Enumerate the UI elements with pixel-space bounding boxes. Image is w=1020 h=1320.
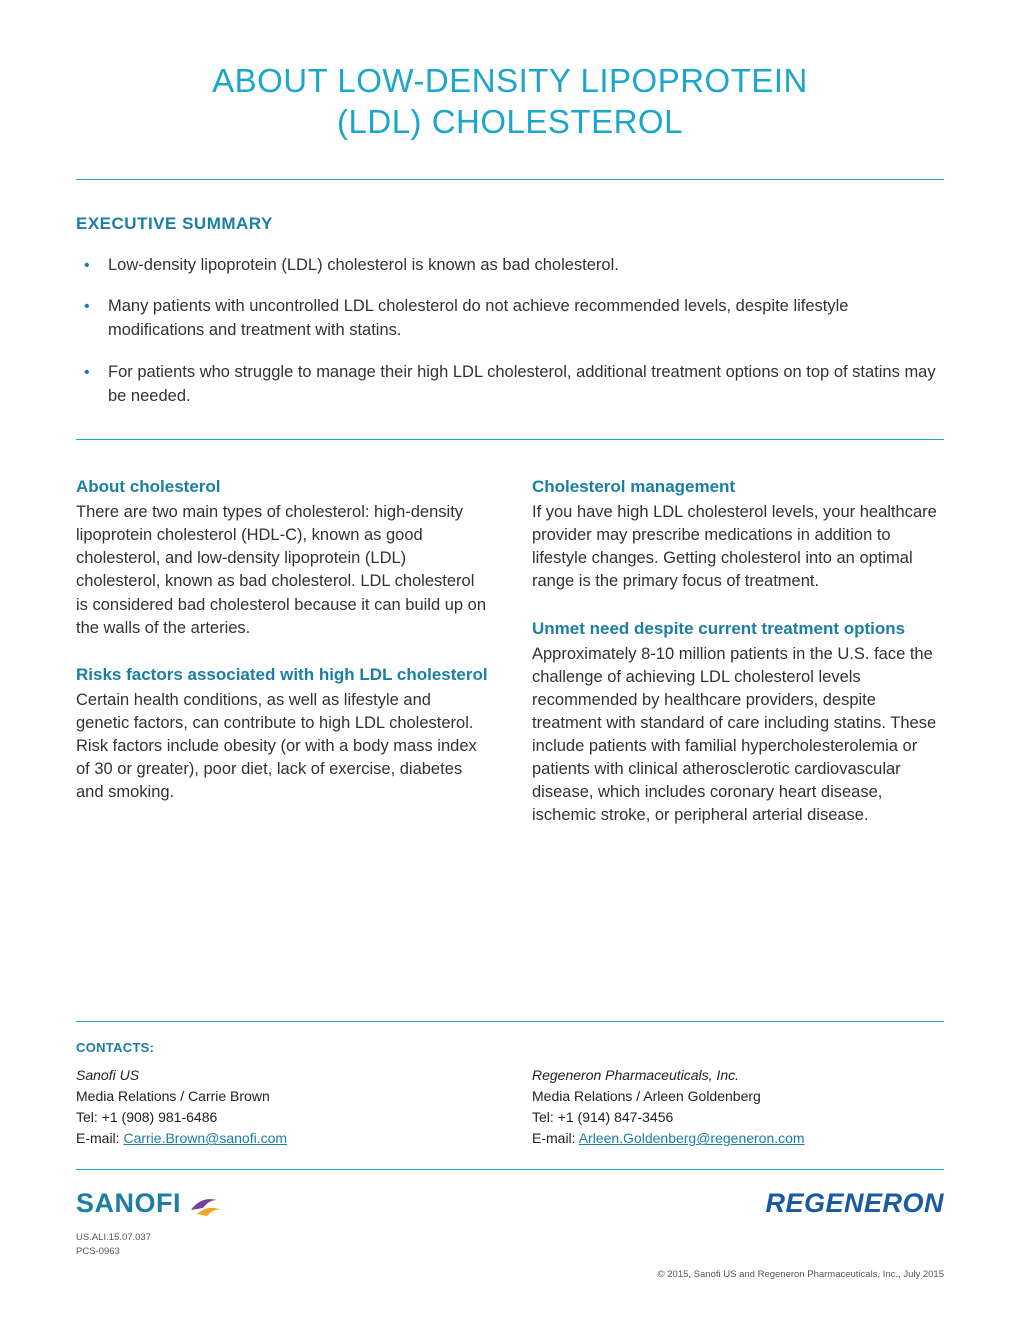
copyright-notice: © 2015, Sanofi US and Regeneron Pharmace… xyxy=(658,1269,944,1280)
contact-sanofi: Sanofi US Media Relations / Carrie Brown… xyxy=(76,1065,488,1149)
section-body: There are two main types of cholesterol:… xyxy=(76,501,488,640)
divider xyxy=(76,1169,944,1170)
contact-tel: Tel: +1 (914) 847-3456 xyxy=(532,1107,944,1128)
list-item: Many patients with uncontrolled LDL chol… xyxy=(76,295,944,343)
footer-logos: SANOFI REGENERON xyxy=(76,1188,944,1219)
contact-regeneron: Regeneron Pharmaceuticals, Inc. Media Re… xyxy=(532,1065,944,1149)
section-body: Approximately 8-10 million patients in t… xyxy=(532,643,944,828)
contact-email-row: E-mail: Carrie.Brown@sanofi.com xyxy=(76,1128,488,1149)
executive-summary-list: Low-density lipoprotein (LDL) cholestero… xyxy=(76,254,944,410)
sanofi-logo: SANOFI xyxy=(76,1188,223,1219)
divider xyxy=(76,179,944,180)
contact-org: Sanofi US xyxy=(76,1065,488,1086)
section-heading: About cholesterol xyxy=(76,476,488,498)
contact-email-link[interactable]: Carrie.Brown@sanofi.com xyxy=(123,1130,287,1146)
contact-org: Regeneron Pharmaceuticals, Inc. xyxy=(532,1065,944,1086)
list-item: For patients who struggle to manage thei… xyxy=(76,361,944,409)
title-line-2: (LDL) CHOLESTEROL xyxy=(337,103,683,140)
regeneron-logo: REGENERON xyxy=(765,1188,944,1219)
section-heading: Risks factors associated with high LDL c… xyxy=(76,664,488,686)
left-column: About cholesterol There are two main typ… xyxy=(76,476,488,851)
document-codes: US.ALI.15.07.037 PCS-0963 xyxy=(76,1231,944,1258)
title-line-1: ABOUT LOW-DENSITY LIPOPROTEIN xyxy=(212,62,808,99)
doc-code-2: PCS-0963 xyxy=(76,1245,944,1258)
contact-dept: Media Relations / Arleen Goldenberg xyxy=(532,1086,944,1107)
right-column: Cholesterol management If you have high … xyxy=(532,476,944,851)
list-item: Low-density lipoprotein (LDL) cholestero… xyxy=(76,254,944,278)
contact-dept: Media Relations / Carrie Brown xyxy=(76,1086,488,1107)
divider xyxy=(76,439,944,440)
sanofi-swoosh-icon xyxy=(189,1190,223,1218)
contact-email-link[interactable]: Arleen.Goldenberg@regeneron.com xyxy=(579,1130,805,1146)
contact-email-row: E-mail: Arleen.Goldenberg@regeneron.com xyxy=(532,1128,944,1149)
doc-code-1: US.ALI.15.07.037 xyxy=(76,1231,944,1244)
section-body: Certain health conditions, as well as li… xyxy=(76,689,488,804)
page-title: ABOUT LOW-DENSITY LIPOPROTEIN (LDL) CHOL… xyxy=(76,60,944,143)
section-body: If you have high LDL cholesterol levels,… xyxy=(532,501,944,593)
section-heading: Unmet need despite current treatment opt… xyxy=(532,618,944,640)
contact-tel: Tel: +1 (908) 981-6486 xyxy=(76,1107,488,1128)
sanofi-wordmark: SANOFI xyxy=(76,1188,181,1219)
section-heading: Cholesterol management xyxy=(532,476,944,498)
divider xyxy=(76,1021,944,1022)
executive-summary-heading: EXECUTIVE SUMMARY xyxy=(76,214,944,234)
content-columns: About cholesterol There are two main typ… xyxy=(76,476,944,851)
contacts-row: Sanofi US Media Relations / Carrie Brown… xyxy=(76,1065,944,1149)
contacts-heading: CONTACTS: xyxy=(76,1040,944,1055)
